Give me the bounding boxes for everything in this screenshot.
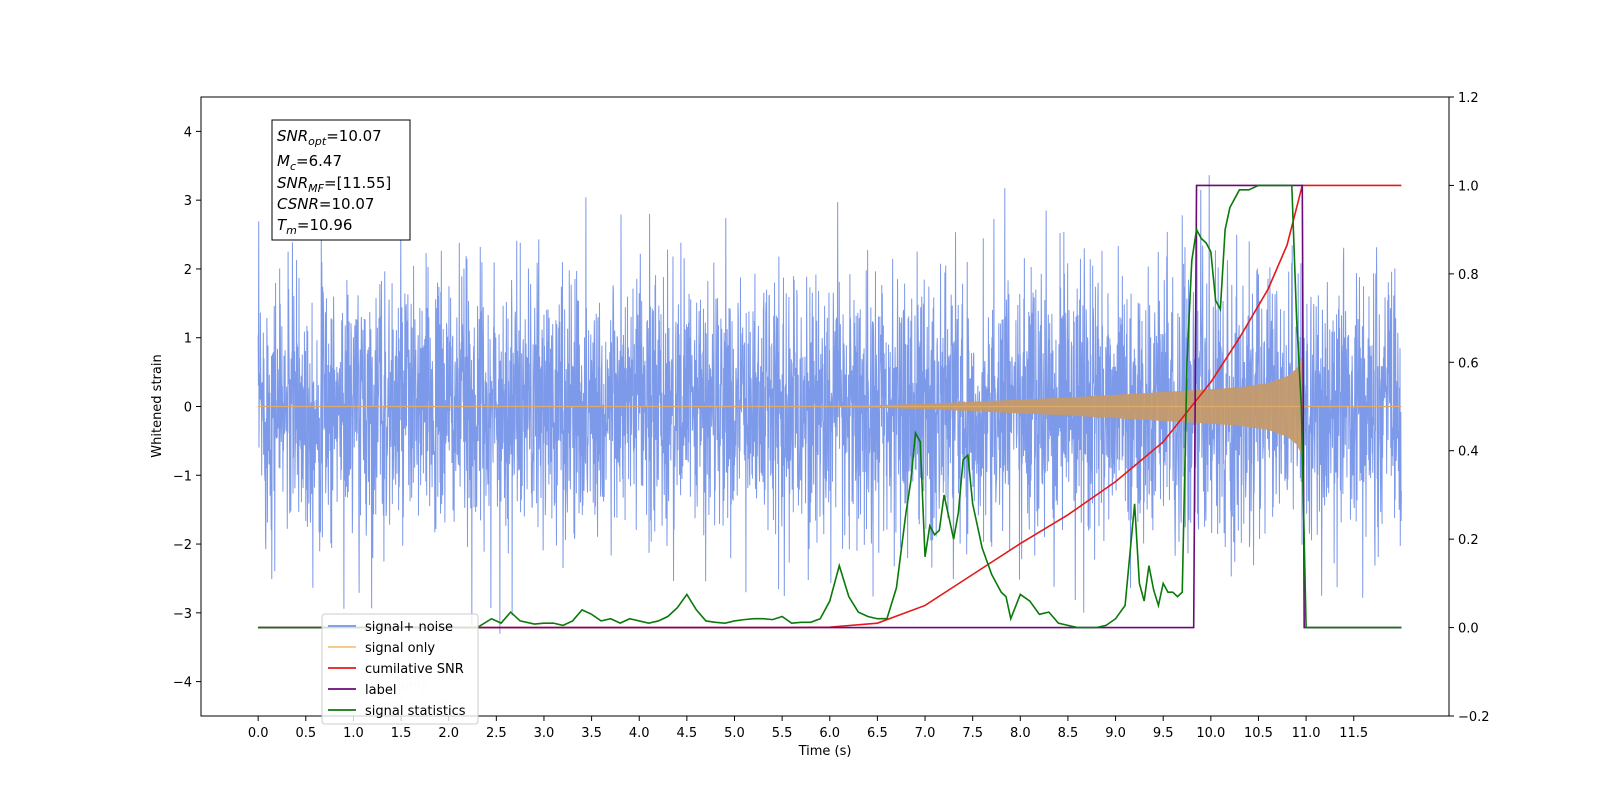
y2-tick-label: 0.0 — [1458, 622, 1479, 637]
stat-line: CSNR=10.07 — [277, 195, 374, 213]
series-signal-statistics-line — [258, 184, 1402, 629]
x-tick-label: 4.5 — [677, 726, 698, 741]
x-tick-label: 3.0 — [534, 726, 555, 741]
y2-tick-label: 0.6 — [1458, 356, 1479, 371]
stat-symbol: SNR — [277, 174, 308, 192]
x-tick-label: 5.0 — [724, 726, 745, 741]
plot-series — [257, 175, 1402, 634]
x-tick-label: 2.0 — [438, 726, 459, 741]
y-tick-label: 1 — [184, 332, 192, 347]
x-tick-label: 7.0 — [915, 726, 936, 741]
legend-label: signal only — [365, 641, 435, 656]
x-tick-label: 11.5 — [1339, 726, 1368, 741]
stat-value: =[11.55] — [324, 174, 391, 192]
x-axis-label: Time (s) — [798, 744, 852, 759]
stat-value: =6.47 — [296, 152, 342, 170]
stat-line: Tm=10.96 — [277, 216, 352, 237]
x-tick-label: 7.5 — [962, 726, 983, 741]
stat-symbol: SNR — [277, 127, 308, 145]
y-tick-label: 0 — [184, 401, 192, 416]
x-tick-label: 4.0 — [629, 726, 650, 741]
x-tick-label: 1.0 — [343, 726, 364, 741]
stat-line: SNRopt=10.07 — [277, 127, 382, 148]
legend-label: label — [365, 683, 396, 698]
x-tick-label: 10.0 — [1196, 726, 1225, 741]
legend-label: cumilative SNR — [365, 662, 464, 677]
y-tick-label: −4 — [173, 676, 192, 691]
y-tick-label: −2 — [173, 538, 192, 553]
x-tick-label: 6.0 — [819, 726, 840, 741]
stat-line: Mc=6.47 — [277, 152, 342, 173]
x-tick-label: 8.0 — [1010, 726, 1031, 741]
x-tick-label: 9.5 — [1153, 726, 1174, 741]
legend-frame — [321, 613, 479, 725]
stat-symbol: T — [277, 216, 288, 234]
x-tick-label: 0.5 — [295, 726, 316, 741]
stats-annotation-box: SNRopt=10.07Mc=6.47SNRMF=[11.55]CSNR=10.… — [271, 119, 411, 241]
series-signal-noise-line — [257, 175, 1402, 634]
stat-value: =10.07 — [326, 127, 382, 145]
y-tick-label: −1 — [173, 469, 192, 484]
stat-value: =10.07 — [319, 195, 375, 213]
x-tick-label: 10.5 — [1244, 726, 1273, 741]
stat-value: =10.96 — [297, 216, 353, 234]
x-tick-label: 5.5 — [772, 726, 793, 741]
y2-tick-label: 0.8 — [1458, 268, 1479, 283]
stat-subscript: opt — [308, 135, 327, 148]
y-tick-label: 4 — [184, 125, 192, 140]
legend-label: signal statistics — [365, 704, 466, 719]
stat-subscript: MF — [308, 182, 324, 195]
stats-box-frame — [271, 119, 411, 241]
y-tick-label: 3 — [184, 194, 192, 209]
series-cumulative-snr-line — [258, 184, 1402, 629]
y2-tick-label: −0.2 — [1458, 710, 1490, 725]
y-tick-label: 2 — [184, 263, 192, 278]
y2-tick-label: 0.2 — [1458, 533, 1479, 548]
stat-line: SNRMF=[11.55] — [277, 174, 391, 195]
y2-tick-label: 0.4 — [1458, 445, 1479, 460]
stat-subscript: m — [286, 224, 297, 237]
stat-symbol: CSNR — [277, 195, 319, 213]
y-axis: −4 −3 −2 −1 0 1 2 3 4 — [173, 125, 201, 691]
y-tick-label: −3 — [173, 607, 192, 622]
legend-label: signal+ noise — [365, 620, 453, 635]
x-tick-label: 6.5 — [867, 726, 888, 741]
x-axis: 0.0 0.5 1.0 1.5 2.0 2.5 3.0 3.5 4.0 4.5 5.0 5.5 6.0 6… — [248, 716, 1368, 741]
y2-tick-label: 1.0 — [1458, 179, 1479, 194]
x-tick-label: 3.5 — [581, 726, 602, 741]
x-tick-label: 11.0 — [1292, 726, 1321, 741]
legend: signal onlylabel onlysignal statisticssi… — [321, 613, 479, 725]
stat-subscript: c — [290, 160, 296, 173]
x-tick-label: 9.0 — [1105, 726, 1126, 741]
y-axis-label: Whitened strain — [150, 354, 165, 457]
x-tick-label: 0.0 — [248, 726, 269, 741]
x-tick-label: 2.5 — [486, 726, 507, 741]
x-tick-label: 1.5 — [391, 726, 412, 741]
x-tick-label: 8.5 — [1058, 726, 1079, 741]
y2-tick-label: 1.2 — [1458, 91, 1479, 106]
y2-axis: −0.2 0.0 0.2 0.4 0.6 0.8 1.0 1.2 — [1449, 91, 1490, 725]
stat-symbol: M — [277, 152, 290, 170]
